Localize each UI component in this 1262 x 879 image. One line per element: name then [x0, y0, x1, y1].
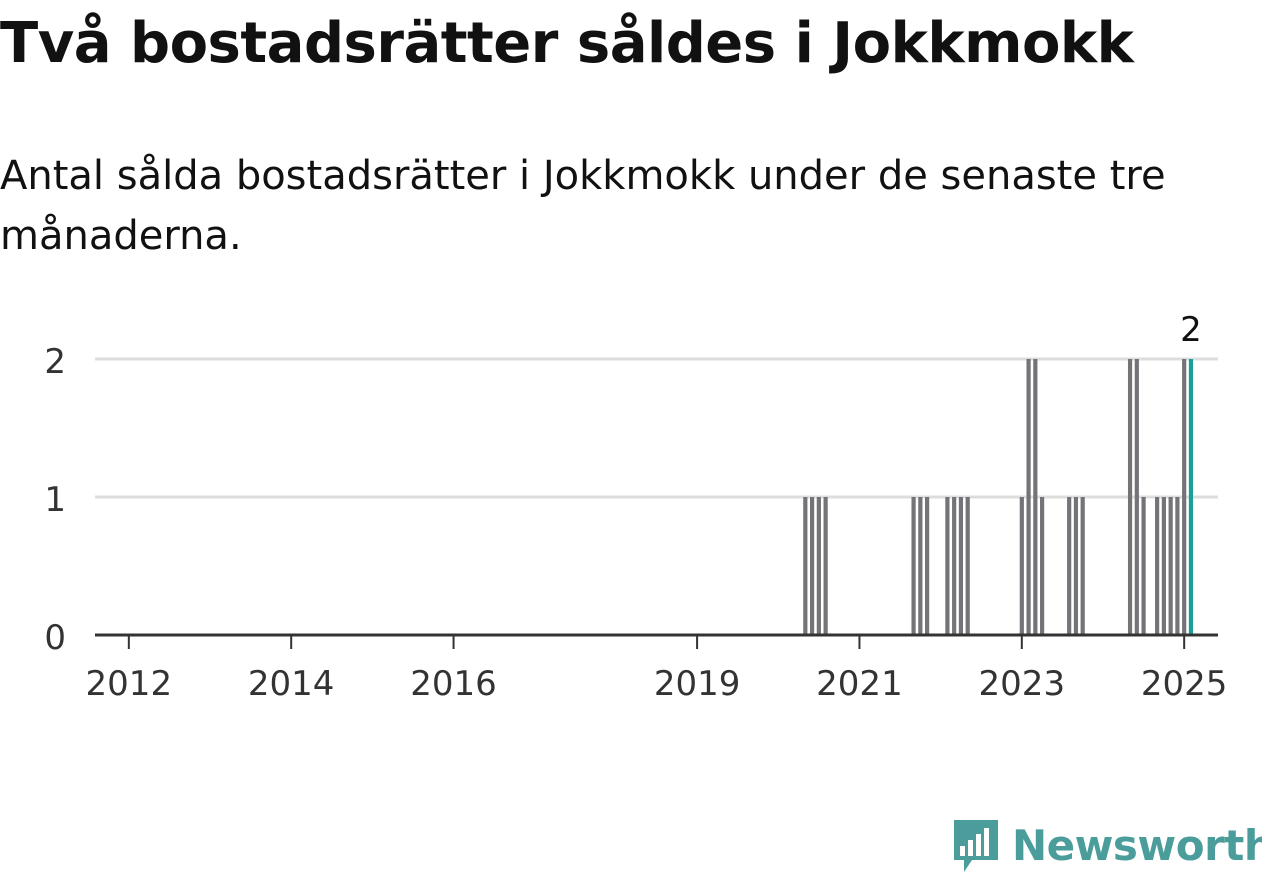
bar-2020-07 [816, 497, 821, 635]
data-label-2025-02: 2 [1180, 310, 1202, 350]
bar-2024-11 [1168, 497, 1173, 635]
bar-2021-09 [911, 497, 916, 635]
newsworthy-logo-icon [954, 820, 998, 872]
x-tick-label-2021: 2021 [816, 664, 903, 704]
y-tick-label-0: 0 [44, 618, 66, 658]
bar-2024-10 [1161, 497, 1166, 635]
bar-2022-03 [952, 497, 957, 635]
newsworthy-brand: Newsworthy [950, 816, 1262, 876]
x-tick-label-2016: 2016 [410, 664, 497, 704]
x-tick-label-2019: 2019 [654, 664, 741, 704]
x-tick-label-2014: 2014 [248, 664, 335, 704]
gridlines [95, 357, 1218, 499]
y-tick-label-2: 2 [44, 342, 66, 382]
newsworthy-wordmark: Newsworthy [1012, 821, 1262, 870]
bar-2021-11 [925, 497, 930, 635]
x-tick-label-2025: 2025 [1141, 664, 1228, 704]
y-axis-tick-labels: 0 1 2 [44, 342, 66, 658]
bar-2020-05 [803, 497, 808, 635]
bar-2025-02 [1188, 359, 1194, 635]
bar-2022-05 [965, 497, 970, 635]
bar-2020-08 [823, 497, 828, 635]
x-tick-label-2012: 2012 [86, 664, 173, 704]
bar-2024-06 [1134, 359, 1139, 635]
x-tick-label-2023: 2023 [979, 664, 1066, 704]
bar-2021-10 [918, 497, 923, 635]
bar-2022-04 [958, 497, 964, 635]
bar-2025-01 [1182, 359, 1187, 635]
y-tick-label-1: 1 [44, 480, 66, 520]
bar-2023-04 [1040, 497, 1045, 635]
chart-subtitle: Antal sålda bostadsrätter i Jokkmokk und… [0, 153, 1166, 259]
bar-2023-08 [1067, 497, 1072, 635]
bar-2023-09 [1073, 497, 1079, 635]
bar-2023-02 [1026, 359, 1031, 635]
chart-title: Två bostadsrätter såldes i Jokkmokk [0, 11, 1134, 76]
bar-2024-07 [1141, 497, 1146, 635]
bar-2024-12 [1175, 497, 1180, 635]
bar-2020-06 [810, 497, 815, 635]
bar-2024-09 [1155, 497, 1160, 635]
bars [803, 359, 1194, 635]
bar-2023-03 [1033, 359, 1038, 635]
annotations: 2 [1180, 310, 1202, 350]
bar-2023-01 [1019, 497, 1024, 635]
bar-2024-05 [1127, 359, 1133, 635]
bar-2023-10 [1080, 497, 1085, 635]
x-axis-ticks: 2012 2014 2016 2019 2021 2023 2025 [86, 635, 1228, 704]
bar-2022-02 [945, 497, 950, 635]
